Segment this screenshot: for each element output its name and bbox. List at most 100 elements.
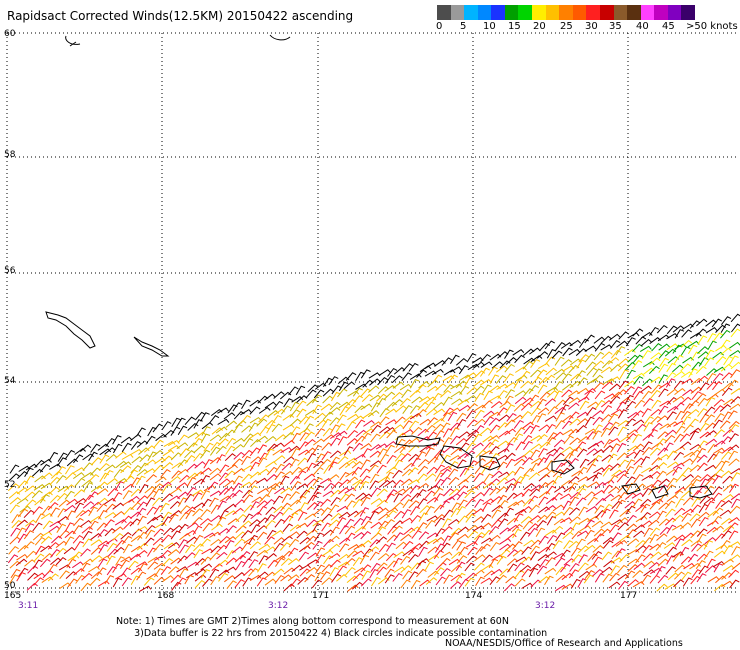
wind-barb xyxy=(153,562,166,570)
wind-barb xyxy=(680,396,692,405)
wind-barb xyxy=(607,413,619,423)
wind-barb xyxy=(466,353,477,363)
scale-swatch xyxy=(532,5,546,20)
wind-barb xyxy=(331,481,343,490)
wind-barb xyxy=(675,474,686,483)
wind-barb xyxy=(424,396,437,404)
wind-barb xyxy=(552,540,563,550)
wind-barb xyxy=(345,372,357,381)
wind-barb xyxy=(122,490,133,500)
wind-barb xyxy=(280,574,292,582)
wind-barb xyxy=(561,572,574,581)
wind-barb xyxy=(442,535,452,545)
wind-barb xyxy=(442,437,453,447)
wind-barb xyxy=(433,504,445,514)
wind-barb xyxy=(265,553,277,561)
wind-barb xyxy=(635,423,647,433)
wind-barb xyxy=(258,555,269,565)
wind-barb xyxy=(130,448,143,456)
wind-barb xyxy=(25,550,37,559)
wind-barb xyxy=(515,441,526,451)
wind-barb xyxy=(25,519,37,527)
wind-barb xyxy=(499,527,511,535)
wind-barb xyxy=(289,458,300,468)
wind-barb xyxy=(314,532,324,542)
wind-barb xyxy=(328,552,341,560)
scale-swatch xyxy=(586,5,600,20)
wind-barb xyxy=(450,581,462,589)
wind-barb xyxy=(160,549,172,559)
wind-barb xyxy=(178,544,189,554)
wind-barb xyxy=(271,423,283,433)
scale-swatch xyxy=(613,5,628,20)
wind-barb xyxy=(283,398,294,408)
wind-barb xyxy=(472,508,485,516)
wind-barb xyxy=(456,505,466,516)
wind-barb xyxy=(633,391,644,401)
wind-barb xyxy=(295,385,306,396)
wind-barb xyxy=(49,463,61,470)
scale-swatch xyxy=(559,5,573,20)
wind-barb xyxy=(591,550,603,560)
wind-barb xyxy=(114,519,127,526)
wind-barb xyxy=(673,579,685,588)
wind-barb xyxy=(435,576,446,586)
wind-barb xyxy=(633,375,644,385)
wind-barb xyxy=(217,500,227,510)
wind-barb xyxy=(707,453,718,463)
wind-barb xyxy=(379,369,391,376)
wind-barb xyxy=(339,479,351,487)
wind-barb xyxy=(408,437,420,445)
wind-barb xyxy=(264,519,276,529)
wind-barb xyxy=(427,554,440,562)
wind-barb xyxy=(529,545,540,555)
wind-barb xyxy=(153,488,163,498)
wind-barb xyxy=(658,350,670,359)
wind-barb xyxy=(642,544,653,554)
wind-barb xyxy=(135,561,148,568)
wind-barb xyxy=(272,400,284,410)
wind-barb xyxy=(27,565,39,574)
wind-barb xyxy=(232,482,243,492)
wind-barb xyxy=(74,540,84,551)
wind-barb xyxy=(681,512,692,522)
wind-barb xyxy=(481,384,492,394)
wind-barb xyxy=(466,486,479,493)
wind-barb xyxy=(186,463,198,472)
wind-barb xyxy=(537,554,550,562)
wind-barb xyxy=(289,418,302,427)
wind-barb xyxy=(104,447,116,455)
wind-barb xyxy=(16,519,28,527)
wind-barb xyxy=(225,503,237,511)
wind-barb xyxy=(447,411,458,422)
wind-barb xyxy=(347,510,360,518)
wind-barb xyxy=(659,357,670,367)
wind-barb xyxy=(107,548,119,557)
wind-barb xyxy=(594,573,605,583)
wind-barb xyxy=(410,492,422,501)
wind-barb xyxy=(666,388,679,397)
wind-barb xyxy=(657,484,669,494)
wind-barb xyxy=(699,431,712,439)
wind-barb xyxy=(143,537,155,546)
wind-barb xyxy=(696,454,708,463)
wind-barb xyxy=(488,366,498,376)
wind-barb xyxy=(632,372,645,380)
wind-barb xyxy=(418,381,430,389)
wind-barb xyxy=(458,365,469,375)
wind-barb xyxy=(146,516,159,525)
wind-barb xyxy=(448,532,459,541)
wind-barb xyxy=(57,452,68,462)
wind-barb xyxy=(112,434,122,445)
wind-barb xyxy=(441,357,453,366)
wind-barb xyxy=(513,379,523,389)
wind-barb xyxy=(409,373,422,380)
wind-barb xyxy=(47,564,58,574)
wind-barb xyxy=(568,476,580,484)
wind-barb xyxy=(568,482,579,492)
wind-barb xyxy=(593,382,605,391)
wind-barb xyxy=(472,516,485,524)
wind-barb xyxy=(219,432,230,441)
wind-barb xyxy=(568,411,580,420)
wind-barb xyxy=(602,503,613,513)
